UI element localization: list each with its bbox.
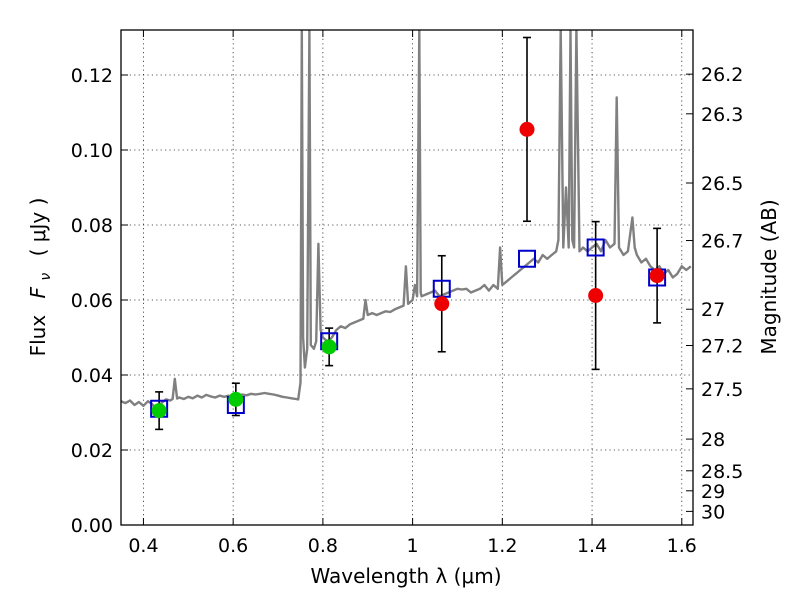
x-tick-label: 1.2: [487, 535, 517, 557]
mag-tick-label: 27.5: [701, 379, 743, 401]
y-axis-title-main: Flux: [26, 315, 50, 357]
optical-data-point: [228, 391, 244, 407]
y-tick-label: 0.00: [71, 515, 113, 537]
y-axis-title-subscript: ν: [38, 273, 54, 281]
y-tick-label: 0.02: [71, 440, 113, 462]
mag-tick-label: 28: [701, 429, 725, 451]
mag-tick-label: 29: [701, 481, 725, 503]
y-tick-label: 0.06: [71, 290, 113, 312]
x-tick-label: 0.6: [218, 535, 248, 557]
mag-tick-label: 27.2: [701, 336, 743, 358]
plot-frame: [120, 29, 694, 526]
mag-tick-label: 26.5: [701, 173, 743, 195]
mag-tick-label: 26.7: [701, 231, 743, 253]
y-axis-title-unit: ( μJy ): [26, 198, 50, 257]
optical-data-point: [321, 339, 337, 355]
mag-tick-label: 30: [701, 501, 725, 523]
nir-data-point: [434, 296, 450, 312]
mag-tick-label: 26.3: [701, 104, 743, 126]
mag-tick-label: 26.2: [701, 64, 743, 86]
model-photometry-square: [586, 238, 605, 257]
model-photometry-square: [518, 249, 537, 268]
y2-axis-title: Magnitude (AB): [757, 199, 781, 354]
nir-data-point: [649, 268, 665, 284]
optical-data-point: [151, 403, 167, 419]
y-tick-label: 0.08: [71, 215, 113, 237]
x-tick-label: 1.4: [577, 535, 607, 557]
nir-data-point: [519, 121, 535, 137]
y-axis-title: Flux F ν ( μJy ): [26, 198, 55, 357]
mag-tick-label: 28.5: [701, 461, 743, 483]
x-tick-label: 0.4: [128, 535, 158, 557]
axis-ticks: 0.4 0.6 0.8 1 1.2 1.4 1.6 0.00 0.02 0.04 0.06 0.08 0…: [71, 30, 743, 557]
y-tick-label: 0.04: [71, 365, 113, 387]
y-tick-label: 0.12: [71, 65, 113, 87]
plot-area: [121, 30, 692, 431]
x-tick-label: 0.8: [308, 535, 338, 557]
nir-data-point: [588, 288, 604, 303]
x-tick-label: 1: [407, 535, 419, 557]
y-tick-label: 0.10: [71, 140, 113, 162]
x-tick-label: 1.6: [667, 535, 697, 557]
x-axis-title: Wavelength λ (μm): [310, 564, 501, 588]
y-axis-title-symbol: F: [26, 286, 50, 298]
mag-tick-label: 27: [701, 299, 725, 321]
